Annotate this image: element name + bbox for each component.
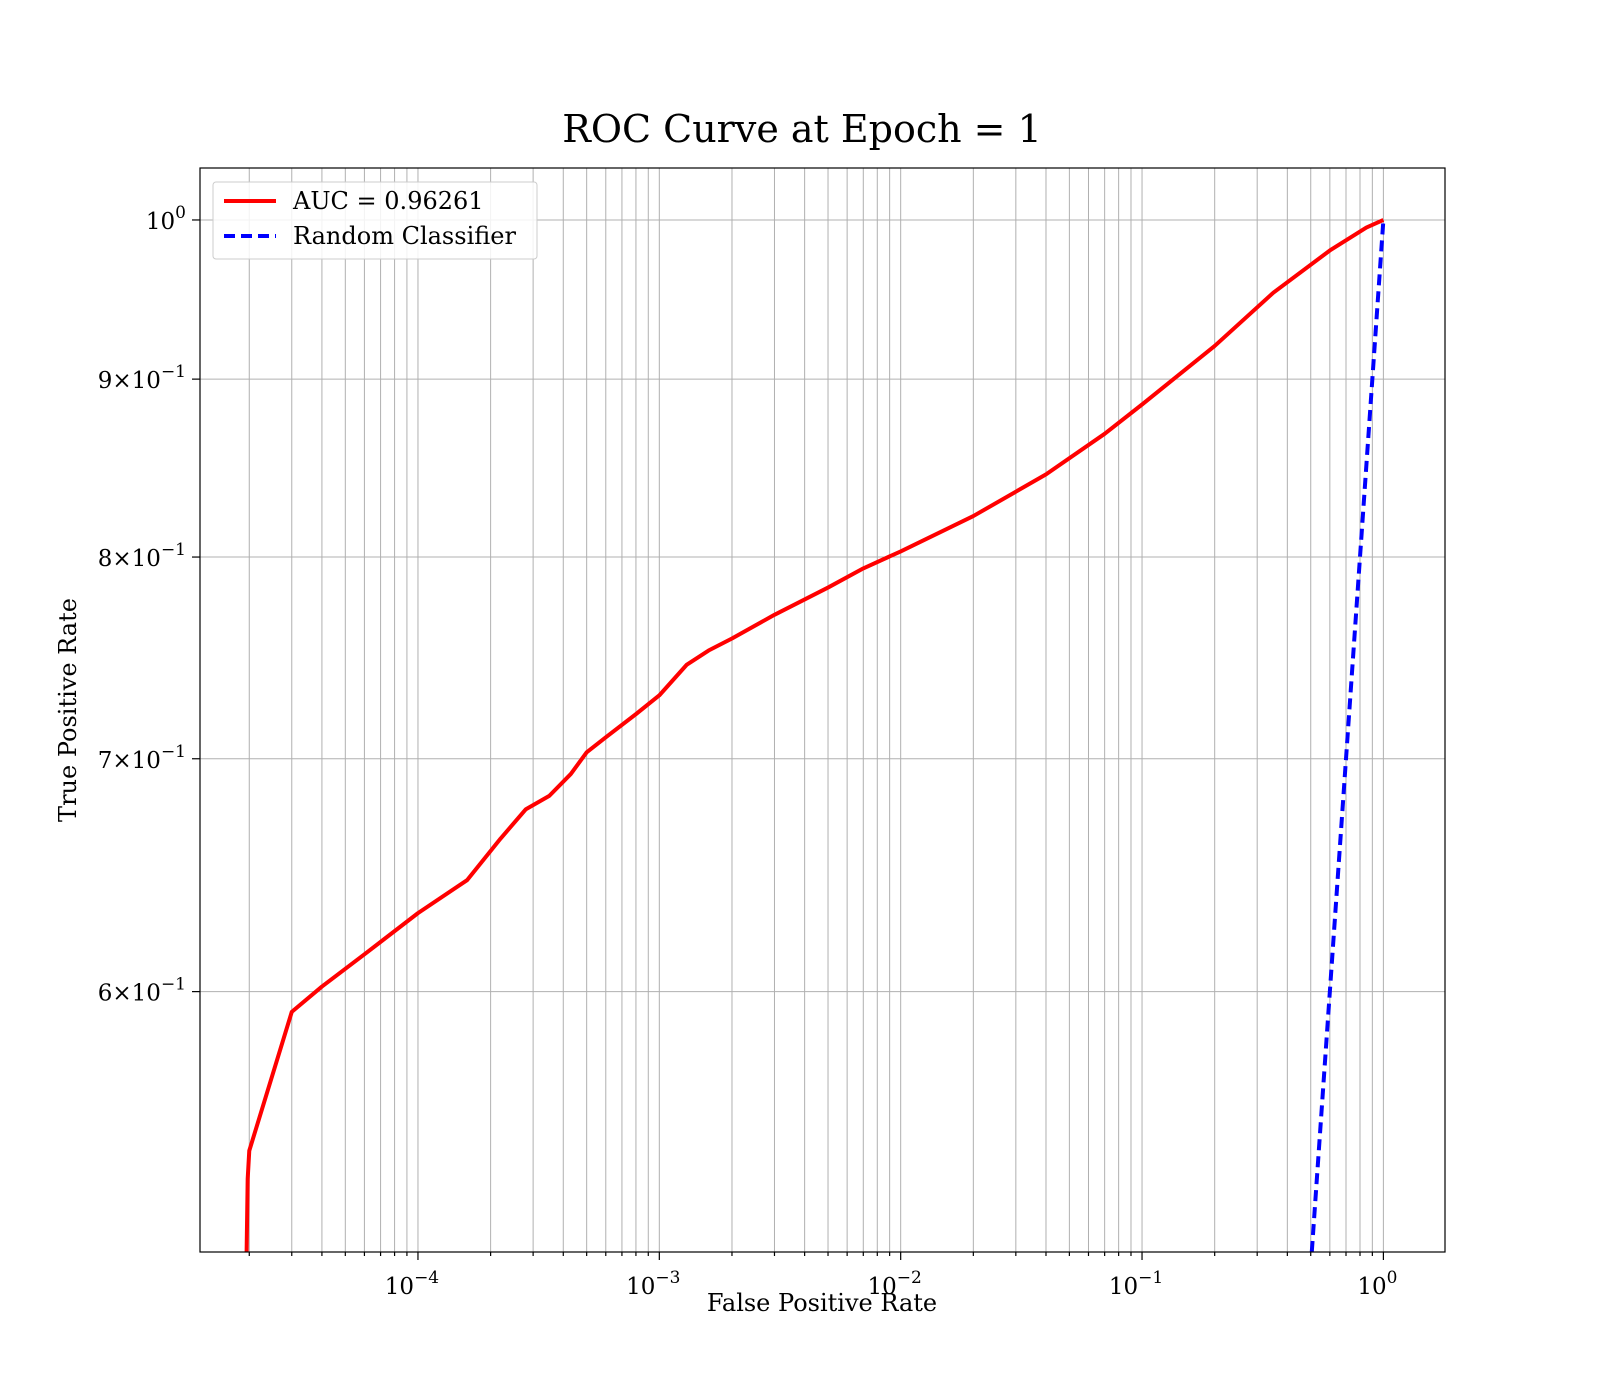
legend-label-auc: AUC = 0.96261 [292,187,484,215]
legend-box [212,181,538,260]
chart-title: ROC Curve at Epoch = 1 [562,107,1042,151]
y-axis-label: True Positive Rate [54,598,82,822]
y-tick-label: 8×10−1 [98,540,186,572]
random-classifier-line [1309,219,1386,1252]
legend-label-random: Random Classifier [293,222,516,250]
x-tick-label: 10−3 [626,1268,680,1300]
axis-tick-labels: 10−4 10−3 10−2 10−1 100 6×10−1 7×10−1 8×10−1 9×1… [98,203,1398,1300]
grid-lines [200,168,1445,1252]
y-tick-label: 100 [146,203,186,235]
roc-curve-line [244,218,1385,1252]
y-tick-label: 9×10−1 [98,362,186,394]
x-tick-label: 10−2 [868,1268,922,1300]
y-tick-label: 6×10−1 [98,975,186,1007]
x-axis-label: False Positive Rate [707,1289,937,1317]
plot-frame [199,167,1446,1253]
series-lines [244,218,1386,1252]
y-tick-label: 7×10−1 [98,742,186,774]
legend: AUC = 0.96261 Random Classifier [212,181,538,260]
x-tick-label: 10−4 [385,1268,439,1300]
x-tick-label: 100 [1357,1268,1397,1300]
x-tick-label: 10−1 [1109,1268,1163,1300]
axis-ticks [192,219,1384,1260]
